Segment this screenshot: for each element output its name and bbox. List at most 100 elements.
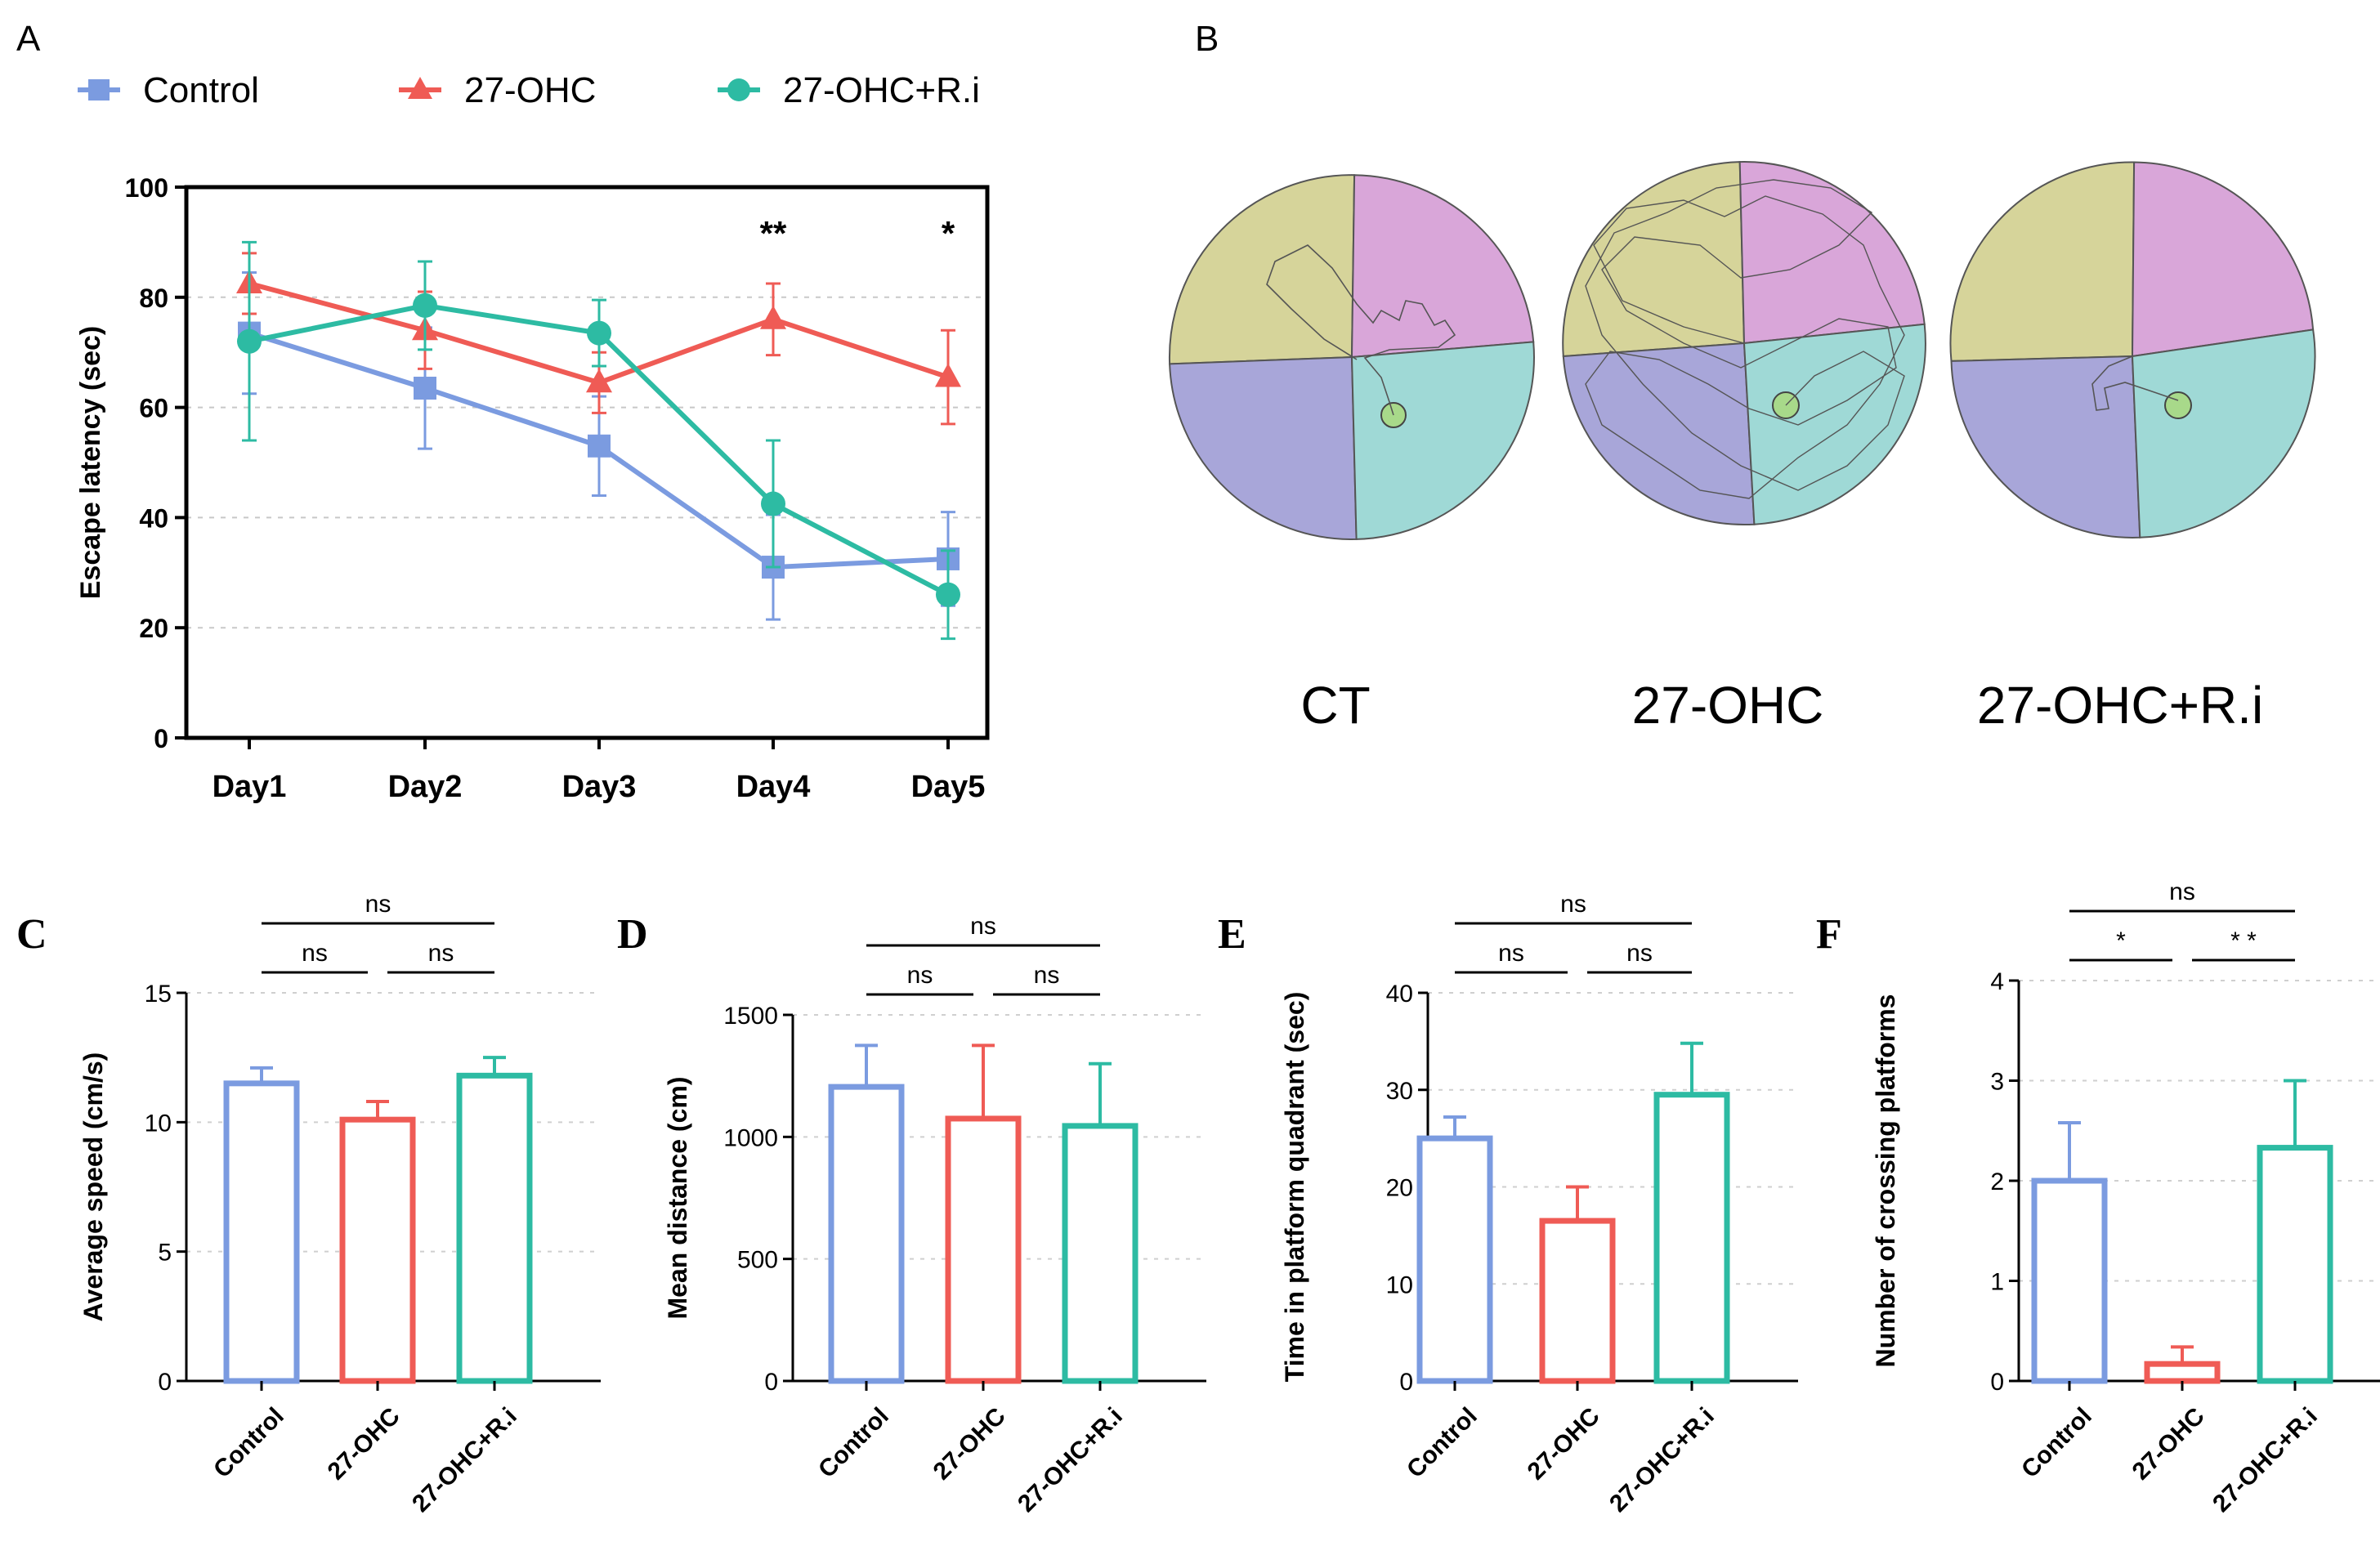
y-tick-label: 80 [139,284,168,313]
y-tick-label: 40 [1386,981,1413,1008]
pool-ct-quadrant-nw [1168,174,1356,365]
pool-27-ohc-ri-label: 27-OHC+R.i [1977,676,2263,735]
y-tick-label: 0 [1990,1369,2004,1396]
y-tick-label: 15 [145,981,172,1008]
comparison-label: ns [365,891,391,918]
y-tick-label: 40 [139,503,168,533]
y-axis-label: Time in platform quadrant (sec) [1280,992,1309,1383]
pool-27-ohc-ri-quadrant-sw [1950,355,2141,538]
bar-chart-panel-c: 0 5 10 15 Average speed (cm/s) Control 27-OHC 2… [78,891,601,1517]
y-axis-label: Escape latency (sec) [75,326,106,600]
bar-0 [2031,1177,2108,1384]
pool-27-ohc-ri-quadrant-se [2131,328,2316,538]
x-tick-label: Day3 [562,770,637,804]
comparison-label: * [2116,927,2126,954]
x-tick-label: Control [2016,1402,2097,1483]
bar-chart-panel-e: 0 10 20 30 40 Time in platform quadrant (sec)… [1280,891,1798,1517]
y-tick-label: 0 [764,1369,778,1396]
comparison-label: ns [428,940,454,967]
y-tick-label: 20 [139,614,168,643]
comparison-label: ns [302,940,328,967]
comparison-label: ns [1034,962,1060,989]
panel-label-e: E [1218,911,1246,958]
y-tick-label: 1000 [723,1124,778,1151]
data-point-triangle [935,363,961,387]
significance-mark: * [942,214,955,252]
legend-marker-square [88,79,110,101]
panel-label-b: B [1195,19,1219,59]
y-tick-label: 20 [1386,1175,1413,1202]
pool-ct: CT [1168,174,1535,735]
x-tick-label: 27-OHC+R.i [407,1402,522,1517]
comparison-label: ns [1626,940,1653,967]
bar-2 [1062,1123,1139,1384]
y-tick-label: 100 [125,173,168,203]
x-tick-label: Day1 [212,770,287,804]
data-point-circle [237,328,262,354]
y-tick-label: 30 [1386,1078,1413,1105]
pool-27-ohc-ri-trajectory [2091,355,2179,411]
x-tick-label: 27-OHC+R.i [1013,1402,1128,1517]
y-tick-label: 10 [1386,1271,1413,1298]
y-tick-label: 0 [1399,1369,1413,1396]
comparison-label: ns [2169,878,2195,905]
y-tick-label: 10 [145,1110,172,1137]
bar-1 [1539,1218,1616,1384]
bar-2 [456,1072,533,1384]
y-axis-label: Mean distance (cm) [663,1077,692,1320]
x-tick-label: Control [208,1402,289,1483]
data-point-triangle [760,305,786,329]
y-axis-label: Number of crossing platforms [1871,994,1900,1368]
pool-ct-trajectory [1266,244,1456,416]
bar-2 [2257,1145,2333,1384]
data-point-triangle [586,369,612,393]
trajectory-panel-b: CT 27-OHC 27-OHC+R.i [1168,161,2316,735]
y-tick-label: 0 [158,1369,172,1396]
panel-label-c: C [16,911,47,958]
y-tick-label: 3 [1990,1069,2004,1096]
data-point-circle [936,582,960,607]
line-chart-panel-a: 0 20 40 60 80 100 Day1 Day2 Day3 Day4 Day5 Escape l… [75,70,990,804]
pool-ct-quadrant-ne [1350,174,1535,359]
pool-27-ohc-label: 27-OHC [1632,676,1824,735]
plot-frame [184,185,990,740]
pool-27-ohc-quadrant-se [1742,323,1926,525]
pool-27-ohc-ri-platform [2164,391,2192,419]
data-point-square [414,377,436,400]
y-tick-label: 500 [737,1247,778,1274]
bar-1 [2144,1361,2221,1384]
data-point-circle [413,293,437,318]
panel-label-a: A [16,19,41,59]
bar-0 [223,1080,300,1384]
x-tick-label: 27-OHC [323,1402,405,1485]
x-tick-label: 27-OHC+R.i [2208,1402,2323,1517]
comparison-label: ns [907,962,933,989]
pool-ct-quadrant-sw [1169,355,1358,540]
x-tick-label: 27-OHC [928,1402,1011,1485]
panel-label-f: F [1816,911,1842,958]
bar-0 [828,1084,905,1384]
y-tick-label: 0 [154,724,168,753]
x-tick-label: Control [1402,1402,1483,1483]
comparison-label: * * [2230,927,2257,954]
x-tick-label: 27-OHC+R.i [1604,1402,1720,1517]
y-axis-label: Average speed (cm/s) [78,1052,108,1322]
y-tick-label: 5 [158,1240,172,1267]
legend-label: 27-OHC [464,70,596,110]
bar-chart-panel-d: 0 500 1000 1500 Mean distance (cm) Control 27-… [663,913,1206,1517]
legend-label: Control [143,70,259,110]
pool-27-ohc-quadrant-sw [1562,342,1756,526]
pool-27-ohc-ri-quadrant-ne [2131,161,2315,358]
bar-0 [1416,1135,1493,1384]
x-tick-label: 27-OHC [2127,1402,2210,1485]
significance-mark: ** [760,214,787,252]
x-tick-label: Day5 [911,770,986,804]
pool-ct-quadrant-se [1350,341,1535,540]
data-point-circle [587,320,611,346]
x-tick-label: 27-OHC [1523,1402,1605,1485]
bar-2 [1653,1092,1730,1384]
bar-1 [945,1115,1022,1384]
bar-chart-panel-f: 0 1 2 3 4 Number of crossing platforms Control… [1871,878,2380,1517]
pool-27-ohc-trajectory [1585,179,1905,499]
